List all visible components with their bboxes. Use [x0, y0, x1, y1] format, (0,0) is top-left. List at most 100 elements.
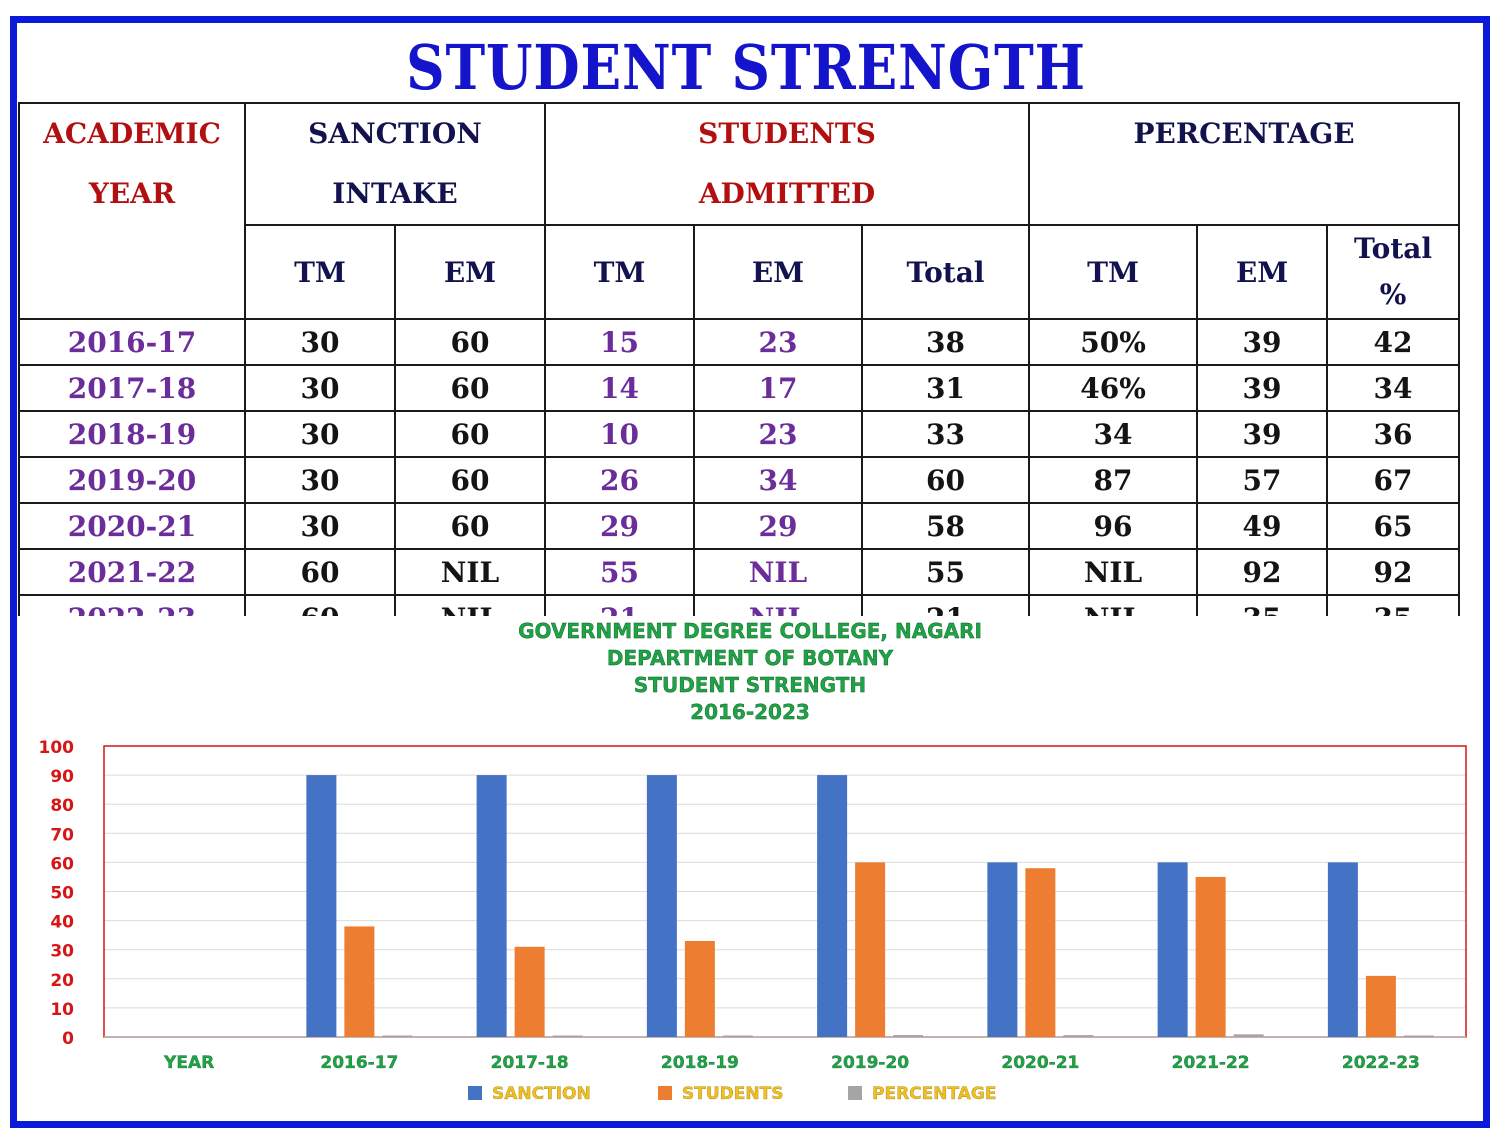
bar-percentage [1403, 1035, 1434, 1037]
legend-swatch [848, 1086, 862, 1100]
sanction-tm-cell: 60 [244, 548, 396, 596]
bar-students [684, 940, 715, 1037]
y-tick-label: 60 [50, 854, 74, 874]
year-cell: 2018-19 [18, 410, 246, 458]
y-tick-label: 20 [50, 971, 74, 991]
admitted-tm-cell: 14 [544, 364, 695, 412]
admitted-em-cell: 23 [693, 410, 863, 458]
bar-students [1195, 876, 1226, 1037]
bar-sanction [987, 862, 1018, 1037]
chart-title-line: DEPARTMENT OF BOTANY [607, 646, 894, 670]
bar-sanction [1157, 862, 1188, 1037]
sanction-tm-cell: 30 [244, 456, 396, 504]
bar-sanction [476, 775, 507, 1037]
legend-label: PERCENTAGE [872, 1084, 996, 1104]
table-row: 2019-20 30 60 26 34 60 87 57 67 [18, 456, 1461, 504]
subheader-sanction-em: EM [394, 224, 546, 320]
sanction-tm-cell: 30 [244, 502, 396, 550]
x-category-label: 2016-17 [320, 1053, 398, 1073]
admitted-tm-cell: 15 [544, 318, 695, 366]
y-tick-label: 90 [50, 767, 74, 787]
subheader-percentage-tm: TM [1028, 224, 1199, 320]
admitted-tm-cell: 26 [544, 456, 695, 504]
header-academic-year: ACADEMIC YEAR [18, 102, 246, 320]
sanction-em-cell: 60 [394, 410, 546, 458]
bar-students [855, 862, 886, 1037]
percentage-tm-cell: 50% [1028, 318, 1199, 366]
sanction-em-cell: 60 [394, 318, 546, 366]
subheader-percentage-em: EM [1196, 224, 1329, 320]
table-row: 2018-19 30 60 10 23 33 34 39 36 [18, 410, 1461, 458]
sanction-em-cell: 60 [394, 456, 546, 504]
legend-label: STUDENTS [682, 1084, 783, 1104]
percentage-em-cell: 57 [1196, 456, 1329, 504]
admitted-tm-cell: 10 [544, 410, 695, 458]
percentage-em-cell: 39 [1196, 364, 1329, 412]
x-category-label: YEAR [163, 1053, 214, 1073]
table-row: 2017-18 30 60 14 17 31 46% 39 34 [18, 364, 1461, 412]
table-row: 2016-17 30 60 15 23 38 50% 39 42 [18, 318, 1461, 366]
y-tick-label: 10 [50, 1000, 74, 1020]
percentage-em-cell: 39 [1196, 318, 1329, 366]
bar-students [514, 946, 545, 1037]
admitted-tm-cell: 55 [544, 548, 695, 596]
subheader-admitted-total: Total [860, 224, 1031, 320]
admitted-em-cell: 23 [693, 318, 863, 366]
x-category-label: 2018-19 [661, 1053, 739, 1073]
x-category-label: 2017-18 [491, 1053, 569, 1073]
bar-percentage [893, 1035, 924, 1037]
subheader-percentage-total: Total % [1326, 224, 1461, 320]
admitted-total-cell: 38 [860, 318, 1031, 366]
x-category-label: 2019-20 [831, 1053, 909, 1073]
legend-swatch [468, 1086, 482, 1100]
bar-chart-svg: GOVERNMENT DEGREE COLLEGE, NAGARI DEPARTM… [39, 619, 1467, 1104]
bar-students [1025, 868, 1056, 1037]
subheader-admitted-tm: TM [544, 224, 695, 320]
sanction-tm-cell: 30 [244, 410, 396, 458]
page-title: STUDENT STRENGTH [406, 31, 1086, 104]
bar-percentage [1233, 1034, 1264, 1037]
header-sanction-intake: SANCTION INTAKE [244, 102, 546, 226]
year-cell: 2020-21 [18, 502, 246, 550]
sanction-em-cell: 60 [394, 502, 546, 550]
bar-percentage [1063, 1035, 1094, 1037]
admitted-total-cell: 60 [860, 456, 1031, 504]
percentage-tm-cell: 96 [1028, 502, 1199, 550]
student-strength-table: ACADEMIC YEAR SANCTION INTAKE STUDENTS A… [18, 102, 1461, 642]
percentage-tm-cell: 34 [1028, 410, 1199, 458]
header-students-admitted: STUDENTS ADMITTED [543, 102, 1031, 226]
admitted-total-cell: 33 [860, 410, 1031, 458]
y-tick-label: 70 [50, 825, 74, 845]
year-cell: 2016-17 [18, 318, 246, 366]
bar-students [344, 926, 375, 1037]
x-category-label: 2020-21 [1001, 1053, 1079, 1073]
x-category-label: 2021-22 [1172, 1053, 1250, 1073]
y-tick-label: 0 [62, 1029, 74, 1049]
table-row: 2020-21 30 60 29 29 58 96 49 65 [18, 502, 1461, 550]
bar-sanction [817, 775, 848, 1037]
year-cell: 2017-18 [18, 364, 246, 412]
x-category-label: 2022-23 [1342, 1053, 1420, 1073]
y-tick-label: 30 [50, 942, 74, 962]
admitted-total-cell: 55 [860, 548, 1031, 596]
admitted-em-cell: 29 [693, 502, 863, 550]
bar-percentage [382, 1035, 413, 1037]
bar-percentage [722, 1035, 753, 1037]
bar-sanction [306, 775, 337, 1037]
admitted-em-cell: NIL [693, 548, 863, 596]
percentage-em-cell: 49 [1196, 502, 1329, 550]
y-tick-label: 50 [50, 884, 74, 904]
percentage-total-cell: 92 [1326, 548, 1461, 596]
y-tick-label: 40 [50, 913, 74, 933]
chart-title-line: 2016-2023 [690, 700, 810, 724]
subheader-sanction-tm: TM [244, 224, 396, 320]
sanction-tm-cell: 30 [244, 318, 396, 366]
table-row: 2021-22 60 NIL 55 NIL 55 NIL 92 92 [18, 548, 1461, 596]
sanction-tm-cell: 30 [244, 364, 396, 412]
percentage-total-cell: 65 [1326, 502, 1461, 550]
bar-students [1365, 975, 1396, 1037]
bar-chart: GOVERNMENT DEGREE COLLEGE, NAGARI DEPARTM… [18, 616, 1480, 1110]
sanction-em-cell: 60 [394, 364, 546, 412]
y-tick-label: 80 [50, 796, 74, 816]
bar-sanction [1327, 862, 1358, 1037]
